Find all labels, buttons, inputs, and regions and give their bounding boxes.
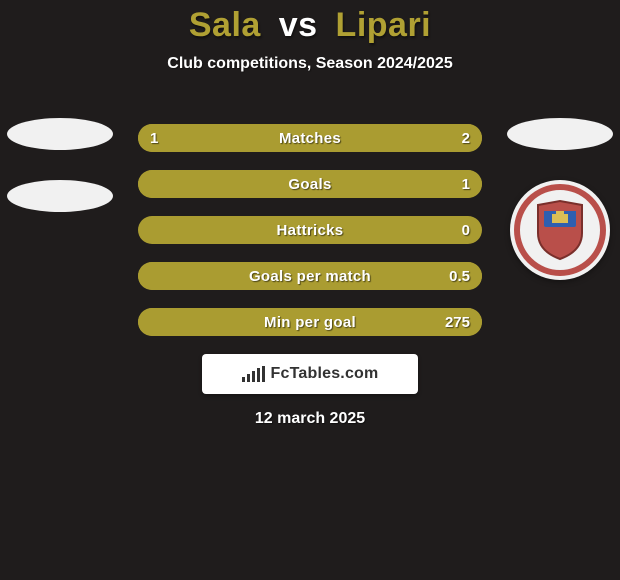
title-player1: Sala <box>189 6 261 44</box>
bar-label: Hattricks <box>138 216 482 244</box>
bar-label: Min per goal <box>138 308 482 336</box>
brand-bars-icon <box>242 366 265 382</box>
bar-label: Matches <box>138 124 482 152</box>
bar-label: Goals <box>138 170 482 198</box>
player2-club-crest <box>510 180 610 280</box>
date-stamp: 12 march 2025 <box>0 410 620 428</box>
bar-value-right: 275 <box>445 308 470 336</box>
left-player-column <box>0 118 120 212</box>
stat-bar: Matches1 2 <box>138 124 482 152</box>
stats-bars: Matches12Goals1Hattricks0Goals per match… <box>138 124 482 336</box>
stat-bar: Min per goal275 <box>138 308 482 336</box>
bar-value-right: 1 <box>462 170 470 198</box>
stat-bar: Goals per match0.5 <box>138 262 482 290</box>
stat-bar: Goals1 <box>138 170 482 198</box>
player1-placeholder-icon <box>7 118 113 150</box>
bar-value-right: 2 <box>462 124 470 152</box>
bar-value-right: 0 <box>462 216 470 244</box>
brand-box: FcTables.com <box>202 354 418 394</box>
title-player2: Lipari <box>336 6 432 44</box>
bar-label: Goals per match <box>138 262 482 290</box>
player1-club-placeholder-icon <box>7 180 113 212</box>
subtitle: Club competitions, Season 2024/2025 <box>0 55 620 73</box>
bar-value-right: 0.5 <box>449 262 470 290</box>
title-vs: vs <box>279 6 318 44</box>
player2-placeholder-icon <box>507 118 613 150</box>
page-title: Sala vs Lipari <box>0 6 620 45</box>
right-player-column <box>500 118 620 280</box>
brand-text: FcTables.com <box>271 365 379 383</box>
stat-bar: Hattricks0 <box>138 216 482 244</box>
bar-value-left: 1 <box>150 124 158 152</box>
shield-icon <box>534 199 586 261</box>
content-root: Sala vs Lipari Club competitions, Season… <box>0 0 620 580</box>
